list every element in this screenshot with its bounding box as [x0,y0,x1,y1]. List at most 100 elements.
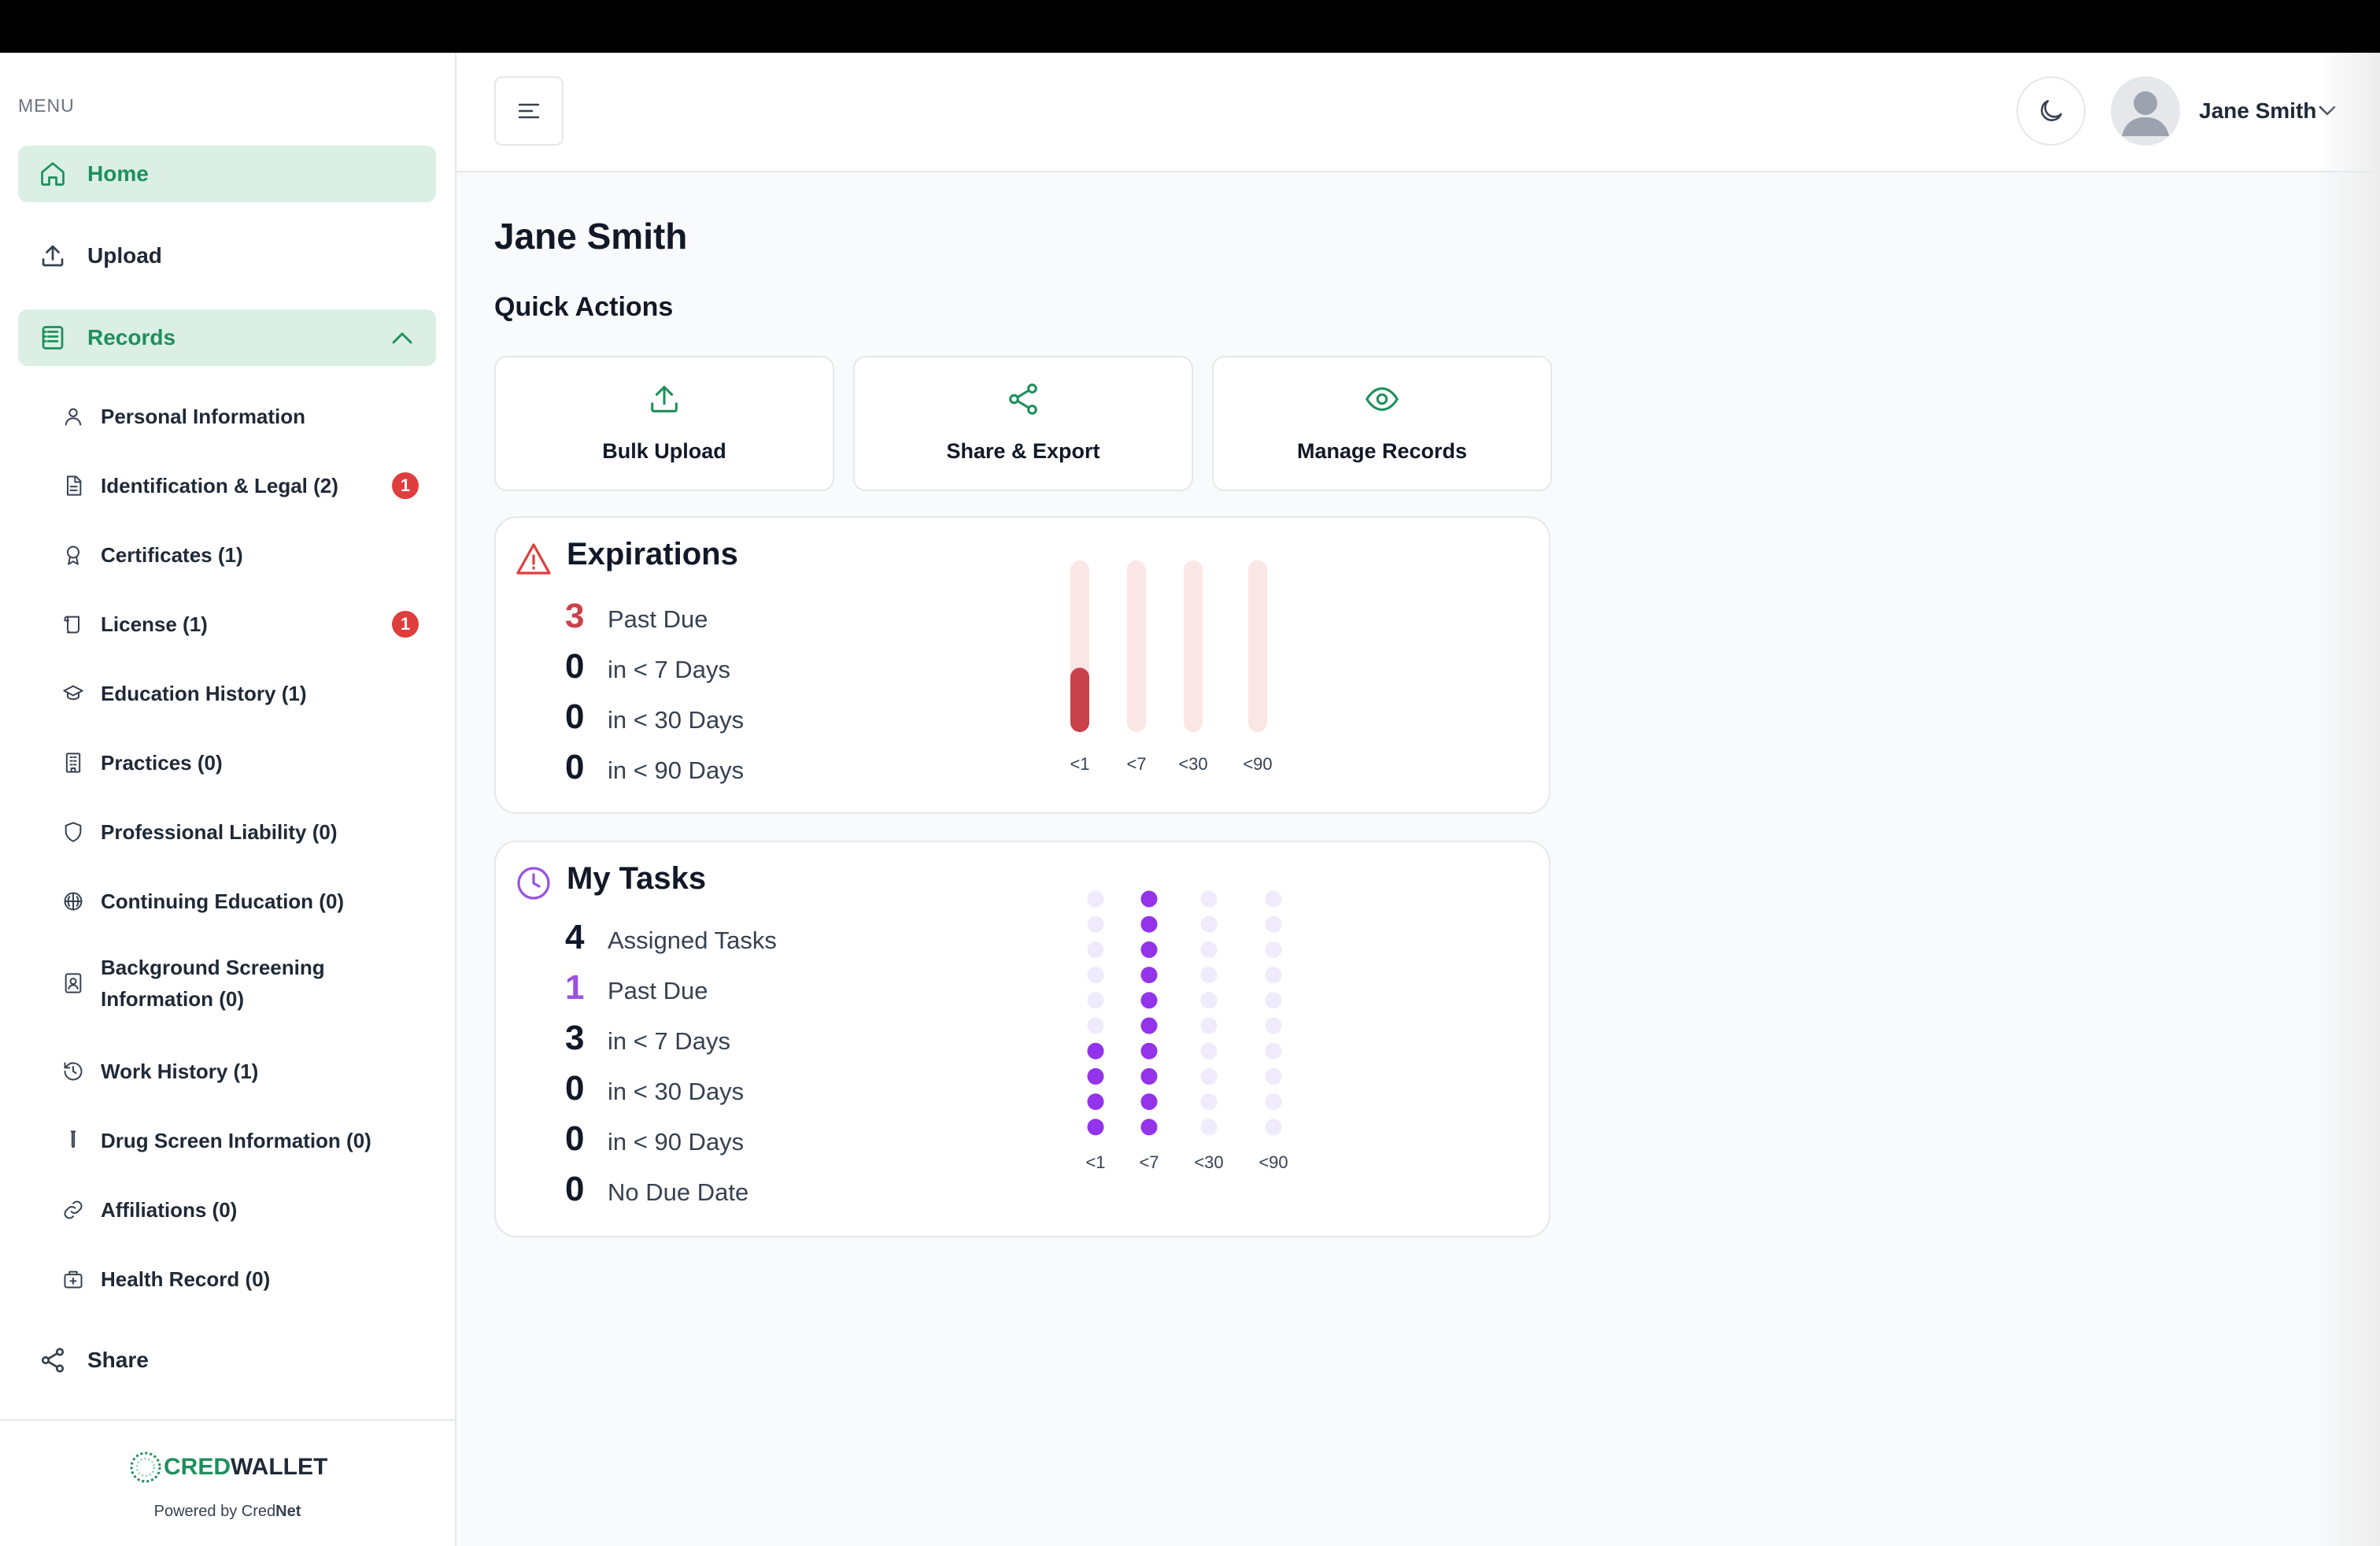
manage-records-label: Manage Records [1296,439,1468,463]
stat-row: 0 in < 7 Days [565,647,730,686]
task-dot-empty [1265,967,1282,984]
notification-badge: 1 [392,611,419,638]
logo-wallet-text: WALLET [231,1454,328,1480]
stat-label: in < 90 Days [608,1128,745,1156]
shield-icon [61,820,85,844]
stat-row: 0 in < 90 Days [565,1119,744,1159]
task-dot-empty [1087,967,1104,984]
sidebar-item-share[interactable]: Share [18,1332,436,1389]
sidebar-record-label: Continuing Education (0) [101,889,345,913]
stat-number: 3 [565,1019,585,1057]
x-tick-label: <90 [1258,1152,1288,1172]
id-badge-icon [61,971,85,995]
task-dot-empty [1087,890,1104,908]
link-icon [61,1198,85,1222]
sidebar-record-item[interactable]: Practices (0) [61,741,439,785]
sidebar-record-item[interactable]: Work History (1) [61,1049,439,1093]
records-icon [37,322,68,353]
task-dot-empty [1200,941,1218,958]
sidebar-record-item[interactable]: Health Record (0) [61,1257,439,1301]
task-dot-filled [1140,1093,1158,1111]
task-dot-empty [1200,915,1218,933]
sidebar-record-label: Professional Liability (0) [101,819,338,844]
bulk-upload-button[interactable]: Bulk Upload [494,356,834,491]
scroll-icon [61,612,85,636]
sidebar-record-item[interactable]: License (1) 1 [61,602,439,646]
sidebar-record-label: License (1) [101,612,208,636]
task-dot-filled [1140,967,1158,984]
stat-row: 3 in < 7 Days [565,1019,730,1058]
sidebar-record-item[interactable]: Drug Screen Information (0) [61,1119,439,1163]
task-dot-empty [1265,1042,1282,1060]
main-content: Jane Smith Jane Smith Quick Actions Bulk… [456,53,2380,1546]
sidebar-record-item[interactable]: Background Screening Information (0) [61,950,439,1016]
task-dot-empty [1200,1093,1218,1111]
logo-cred-text: CRED [164,1454,231,1480]
sidebar-record-item[interactable]: Personal Information [61,394,439,438]
powered-brand-b: Net [275,1503,301,1520]
powered-by-text: Powered by [153,1503,242,1520]
stat-number: 1 [565,968,585,1007]
task-dot-empty [1200,1042,1218,1060]
warning-icon [516,543,551,575]
expirations-title: Expirations [567,537,738,571]
sidebar-record-item[interactable]: Certificates (1) [61,533,439,577]
x-tick-label: <1 [1085,1152,1105,1172]
task-dot-empty [1265,1067,1282,1085]
stat-number: 0 [565,1170,585,1208]
tasks-chart: <1 <7 <30 <90 [1085,890,1288,1172]
task-dot-filled [1087,1093,1104,1111]
sidebar-record-label: Drug Screen Information (0) [101,1128,371,1152]
sidebar-record-item[interactable]: Professional Liability (0) [61,810,439,854]
sidebar-record-label: Certificates (1) [101,542,243,567]
sidebar-record-item[interactable]: Continuing Education (0) [61,879,439,923]
sidebar-record-label: Background Screening Information (0) [101,956,325,1011]
system-top-bar [0,0,2380,53]
stat-number: 4 [565,918,585,956]
task-dot-filled [1140,1119,1158,1136]
bulk-upload-label: Bulk Upload [602,439,726,463]
task-dot-filled [1140,890,1158,908]
task-dot-filled [1087,1119,1104,1136]
sidebar-record-item[interactable]: Affiliations (0) [61,1188,439,1232]
stat-row: 0 No Due Date [565,1170,748,1209]
history-icon [61,1060,85,1083]
hamburger-icon [518,103,540,119]
x-tick-label: <90 [1243,754,1272,774]
user-name[interactable]: Jane Smith [2199,98,2317,123]
task-dot-filled [1140,1067,1158,1085]
x-tick-label: <30 [1178,754,1207,774]
briefcase-medical-icon [61,1267,85,1291]
sidebar-item-upload[interactable]: Upload [18,227,436,284]
upload-icon [651,386,678,412]
document-icon [61,474,85,497]
menu-toggle-button[interactable] [494,76,564,146]
task-dot-empty [1200,1119,1218,1136]
home-icon [37,158,68,190]
sidebar-record-item[interactable]: Education History (1) [61,671,439,716]
sidebar: MENU Home Upload Records Personal Inform… [0,53,456,1546]
share-export-button[interactable]: Share & Export [853,356,1193,491]
sidebar-item-home[interactable]: Home [18,146,436,202]
stat-row: 0 in < 30 Days [565,697,744,737]
avatar[interactable] [2111,76,2180,146]
sidebar-item-label: Upload [87,243,162,268]
edge-shadow [2317,53,2380,1546]
task-dot-empty [1200,890,1218,908]
chevron-up-icon[interactable] [390,330,414,346]
sidebar-record-label: Work History (1) [101,1059,259,1083]
top-header: Jane Smith [456,53,2380,172]
eye-icon [1366,387,1399,411]
sidebar-item-records[interactable]: Records [18,309,436,366]
stat-label: No Due Date [608,1178,749,1206]
stat-row: 4 Assigned Tasks [565,918,777,957]
bar-track [1184,560,1203,732]
share-icon [1009,383,1037,415]
credwallet-logo[interactable]: CRED WALLET [128,1449,327,1485]
theme-toggle-button[interactable] [2016,76,2086,146]
manage-records-button[interactable]: Manage Records [1212,356,1552,491]
logo-mark-icon [130,1452,161,1483]
sidebar-item-label: Home [87,161,149,186]
x-tick-label: <30 [1194,1152,1223,1172]
sidebar-record-item[interactable]: Identification & Legal (2) 1 [61,464,439,508]
